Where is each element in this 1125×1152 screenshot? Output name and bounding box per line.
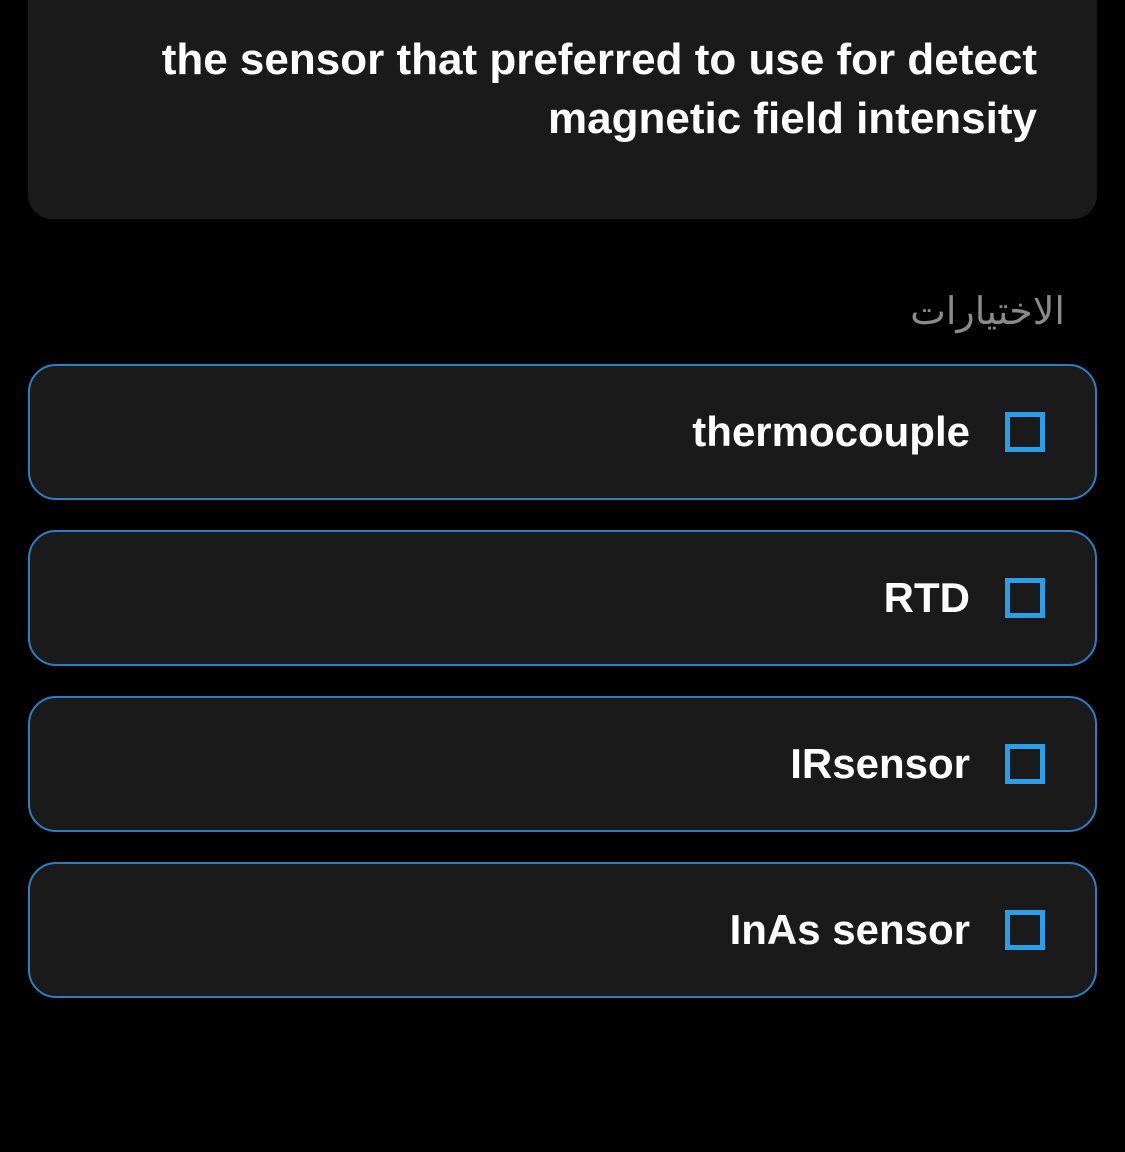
- question-text: the sensor that preferred to use for det…: [88, 30, 1037, 149]
- checkbox-icon: [1005, 578, 1045, 618]
- option-label: thermocouple: [80, 408, 970, 456]
- checkbox-icon: [1005, 744, 1045, 784]
- question-card: the sensor that preferred to use for det…: [28, 0, 1097, 219]
- options-container: thermocouple RTD IRsensor InAs sensor: [0, 364, 1125, 998]
- option-label: IRsensor: [80, 740, 970, 788]
- option-thermocouple[interactable]: thermocouple: [28, 364, 1097, 500]
- option-irsensor[interactable]: IRsensor: [28, 696, 1097, 832]
- options-heading: الاختيارات: [0, 289, 1065, 334]
- option-rtd[interactable]: RTD: [28, 530, 1097, 666]
- option-inas-sensor[interactable]: InAs sensor: [28, 862, 1097, 998]
- option-label: RTD: [80, 574, 970, 622]
- checkbox-icon: [1005, 412, 1045, 452]
- option-label: InAs sensor: [80, 906, 970, 954]
- checkbox-icon: [1005, 910, 1045, 950]
